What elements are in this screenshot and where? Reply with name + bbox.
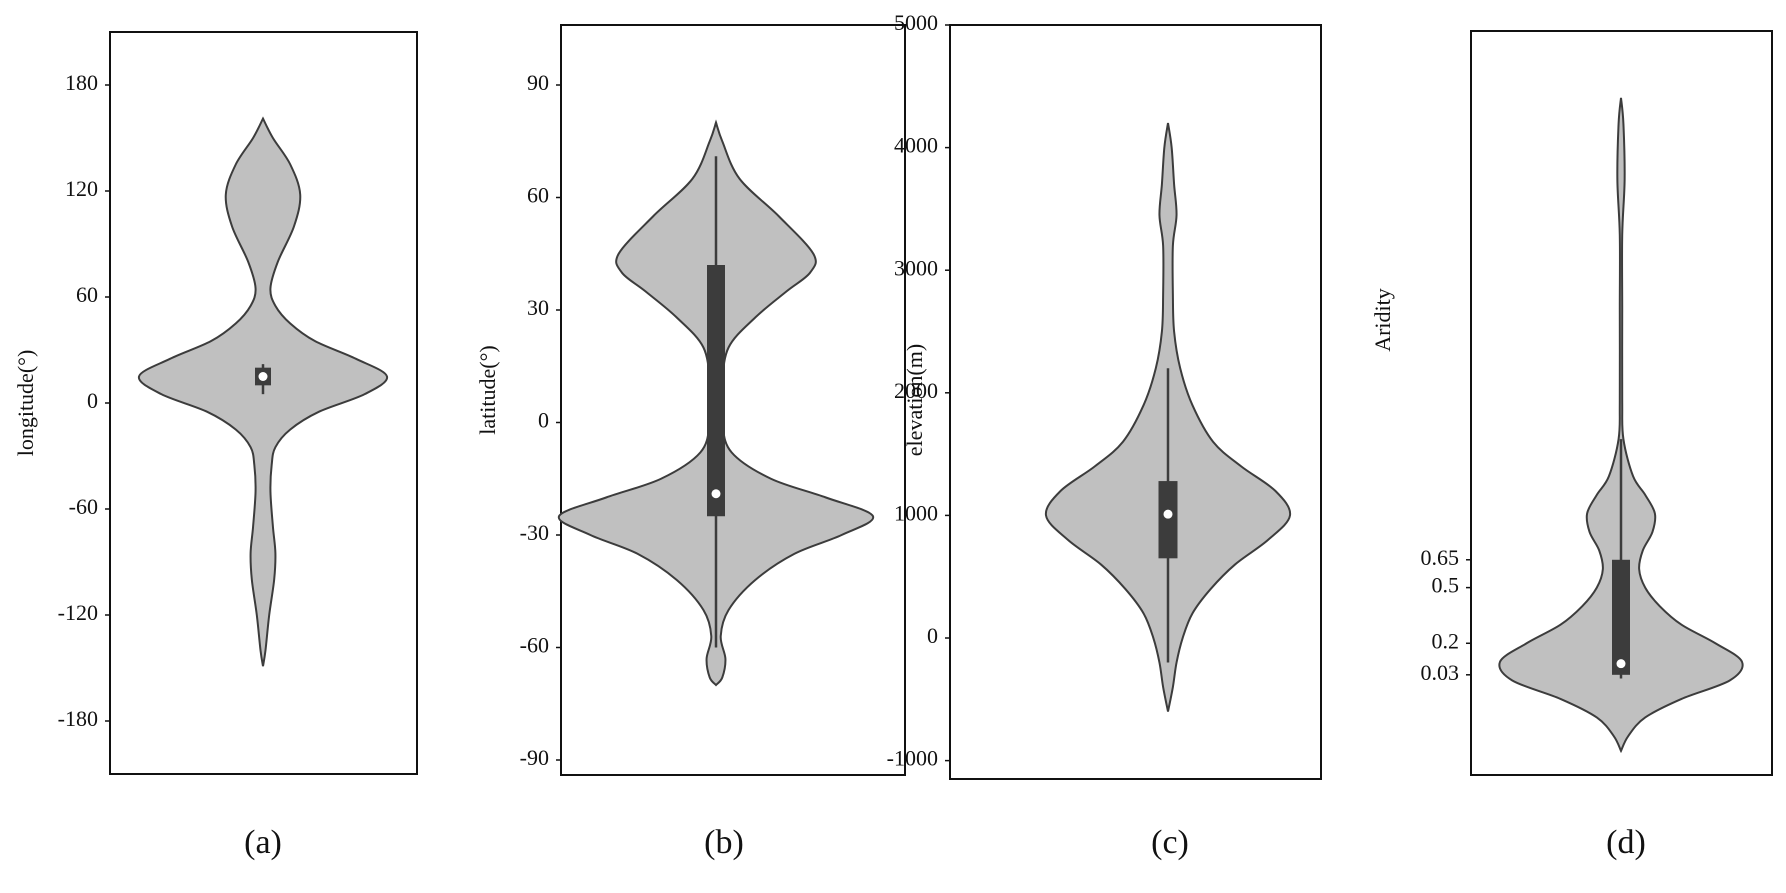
panel-caption: (d) bbox=[1606, 824, 1646, 861]
box bbox=[707, 265, 725, 517]
median bbox=[258, 372, 268, 381]
panel-caption: (c) bbox=[1151, 824, 1189, 861]
panel-caption: (a) bbox=[244, 824, 282, 861]
y-tick-label: 4000 bbox=[894, 133, 938, 158]
y-tick-label: 3000 bbox=[894, 255, 938, 280]
y-axis-label: elevation(m) bbox=[902, 344, 927, 456]
y-tick-label: -90 bbox=[520, 745, 549, 770]
y-axis-label: latitude(°) bbox=[475, 345, 500, 434]
y-tick-label: 60 bbox=[527, 183, 549, 208]
y-tick-label: -60 bbox=[520, 633, 549, 658]
y-tick-label: -60 bbox=[69, 494, 98, 519]
y-tick-label: 180 bbox=[65, 70, 98, 95]
y-tick-label: 0 bbox=[87, 388, 98, 413]
y-tick-label: 0.5 bbox=[1432, 573, 1460, 598]
y-tick-label: 30 bbox=[527, 295, 549, 320]
violin-body bbox=[1498, 97, 1744, 754]
box bbox=[1158, 481, 1178, 559]
y-axis-label: longitude(°) bbox=[13, 350, 38, 457]
y-tick-label: -180 bbox=[58, 706, 98, 731]
y-tick-label: 0.2 bbox=[1432, 628, 1460, 653]
panel-caption: (b) bbox=[704, 824, 744, 861]
y-tick-label: 0 bbox=[927, 623, 938, 648]
y-tick-label: 5000 bbox=[894, 10, 938, 35]
y-tick-label: 0.65 bbox=[1421, 545, 1460, 570]
y-tick-label: -30 bbox=[520, 520, 549, 545]
y-axis-label: Aridity bbox=[1370, 288, 1395, 352]
median bbox=[1163, 509, 1173, 519]
y-tick-label: 60 bbox=[76, 282, 98, 307]
y-tick-label: 2000 bbox=[894, 378, 938, 403]
y-tick-label: 1000 bbox=[894, 500, 938, 525]
box bbox=[1612, 559, 1630, 675]
plot-frame bbox=[560, 24, 906, 776]
plot-frame bbox=[1470, 30, 1773, 776]
y-tick-label: 0.03 bbox=[1421, 660, 1460, 685]
y-tick-label: -1000 bbox=[887, 746, 938, 771]
y-tick-label: 0 bbox=[538, 408, 549, 433]
y-tick-label: -120 bbox=[58, 600, 98, 625]
y-tick-label: 120 bbox=[65, 176, 98, 201]
median bbox=[711, 489, 721, 499]
plot-frame bbox=[949, 24, 1322, 780]
y-tick-label: 90 bbox=[527, 70, 549, 95]
median bbox=[1616, 659, 1626, 669]
